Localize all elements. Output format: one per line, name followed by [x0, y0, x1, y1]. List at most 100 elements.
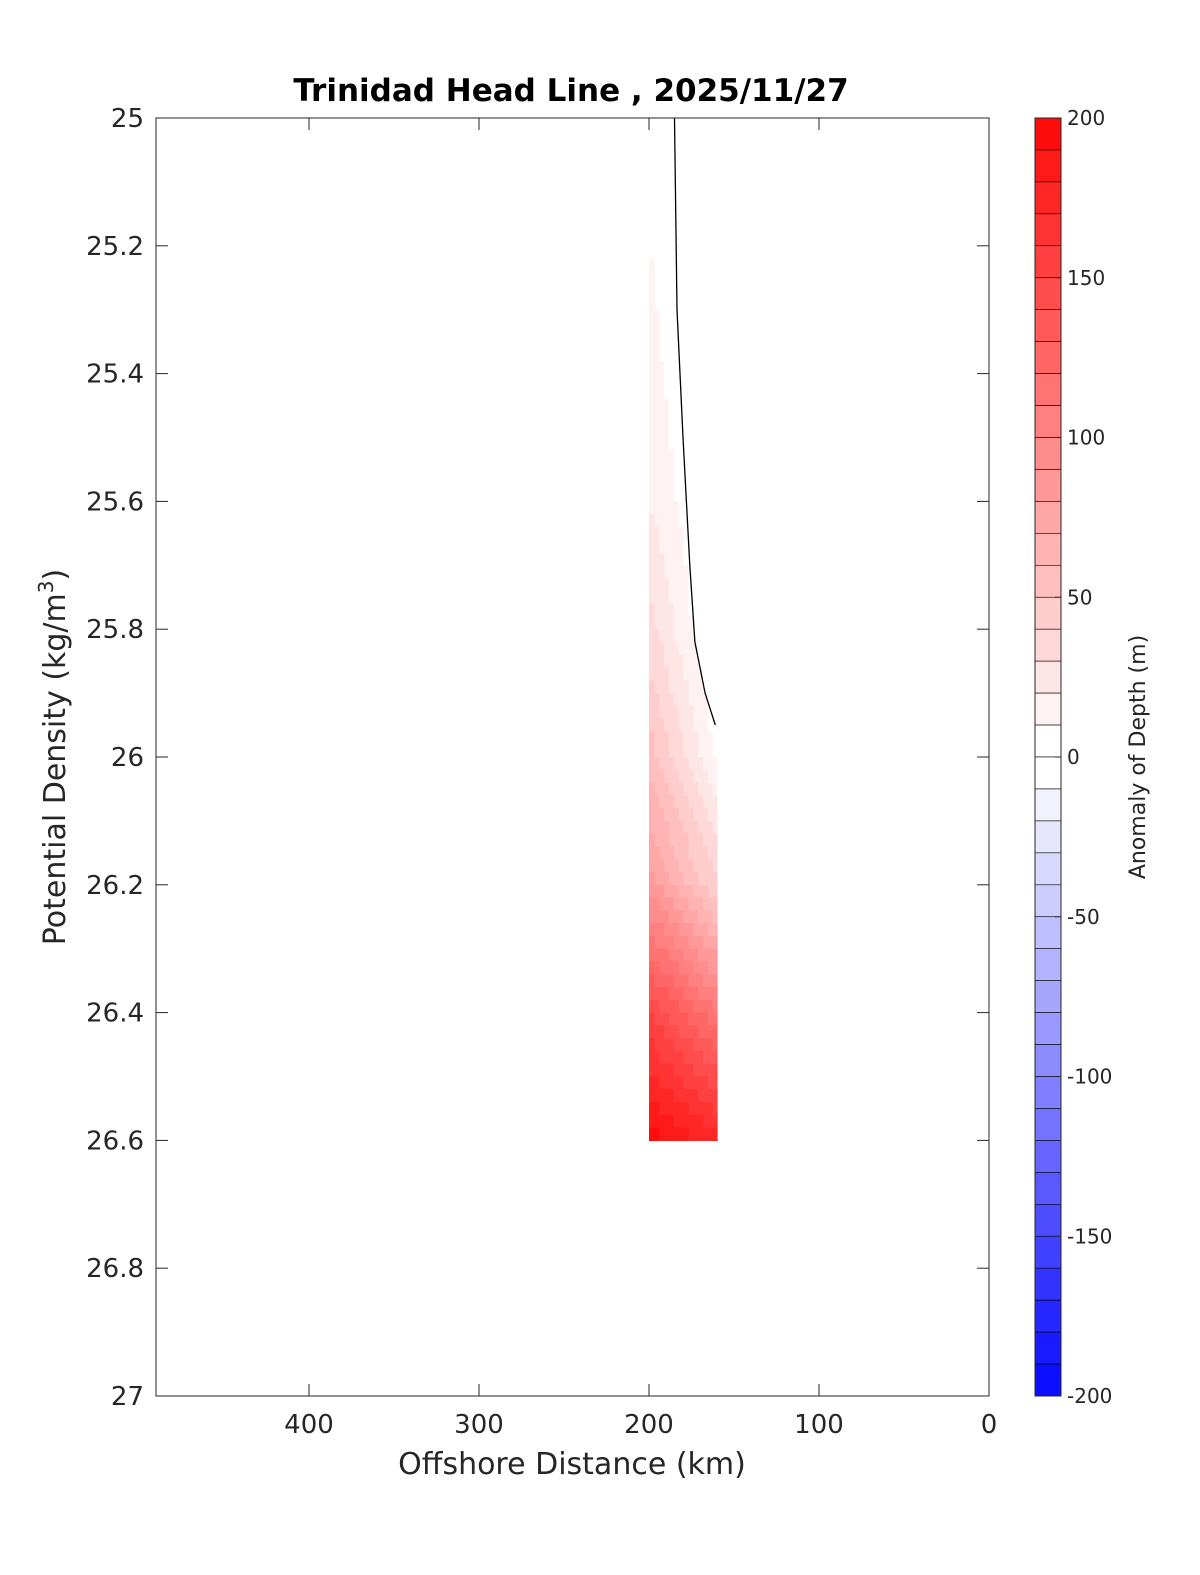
- heatmap-cell: [673, 296, 679, 311]
- heatmap-cell: [668, 897, 674, 911]
- heatmap-cell: [678, 987, 684, 1001]
- heatmap-cell: [702, 194, 708, 209]
- heatmap-cell: [692, 1038, 699, 1052]
- heatmap-cell: [649, 654, 655, 669]
- heatmap-cell: [712, 1114, 718, 1129]
- heatmap-cell: [673, 1063, 679, 1078]
- heatmap-cell: [678, 1102, 684, 1116]
- heatmap-cell: [707, 194, 713, 209]
- heatmap-cell: [692, 769, 699, 784]
- heatmap-cell: [707, 935, 713, 950]
- heatmap-cell: [649, 284, 655, 298]
- heatmap-cell: [707, 475, 713, 490]
- heatmap-cell: [687, 475, 694, 490]
- heatmap-cell: [668, 309, 674, 324]
- heatmap-cell: [697, 1012, 704, 1026]
- colorbar-swatch: [1034, 1076, 1062, 1109]
- heatmap-cell: [692, 450, 699, 464]
- heatmap-cell: [683, 782, 689, 796]
- heatmap-cell: [687, 1114, 694, 1129]
- heatmap-cell: [697, 514, 704, 528]
- heatmap-cell: [687, 437, 694, 451]
- heatmap-cell: [663, 705, 670, 720]
- heatmap-cell: [668, 220, 674, 234]
- heatmap-cell: [692, 539, 699, 554]
- heatmap-cell: [683, 296, 689, 311]
- heatmap-cell: [687, 884, 694, 899]
- heatmap-cell: [658, 437, 665, 451]
- heatmap-cell: [673, 156, 679, 170]
- heatmap-cell: [707, 693, 713, 707]
- heatmap-cell: [653, 130, 660, 145]
- heatmap-cell: [663, 1114, 670, 1129]
- heatmap-cell: [702, 744, 708, 758]
- heatmap-cell: [712, 782, 718, 796]
- heatmap-cell: [683, 1102, 689, 1116]
- heatmap-cell: [663, 335, 670, 349]
- heatmap-cell: [702, 156, 708, 170]
- heatmap-cell: [697, 616, 704, 630]
- heatmap-cell: [663, 629, 670, 643]
- heatmap-cell: [668, 1025, 674, 1039]
- heatmap-cell: [707, 143, 713, 157]
- heatmap-cell: [683, 667, 689, 681]
- heatmap-cell: [707, 744, 713, 758]
- heatmap-cell: [653, 923, 660, 937]
- heatmap-cell: [697, 156, 704, 170]
- heatmap-cell: [653, 1038, 660, 1052]
- heatmap-cell: [712, 667, 718, 681]
- heatmap-cell: [649, 463, 655, 477]
- heatmap-cell: [697, 130, 704, 145]
- heatmap-cell: [697, 1102, 704, 1116]
- heatmap-cell: [678, 897, 684, 911]
- heatmap-cell: [697, 820, 704, 835]
- heatmap-cell: [653, 156, 660, 170]
- heatmap-cell: [653, 1012, 660, 1026]
- heatmap-cell: [683, 654, 689, 669]
- heatmap-cell: [653, 961, 660, 975]
- heatmap-cell: [697, 603, 704, 618]
- heatmap-cell: [678, 514, 684, 528]
- heatmap-cell: [687, 629, 694, 643]
- heatmap-cell: [697, 360, 704, 375]
- heatmap-cell: [668, 974, 674, 988]
- heatmap-cell: [687, 1127, 694, 1141]
- heatmap-cell: [668, 1063, 674, 1078]
- heatmap-cell: [678, 859, 684, 873]
- heatmap-cell: [668, 744, 674, 758]
- heatmap-cell: [687, 233, 694, 247]
- heatmap-cell: [649, 399, 655, 413]
- heatmap-cell: [707, 322, 713, 336]
- heatmap-cell: [649, 258, 655, 272]
- heatmap-cell: [697, 948, 704, 963]
- heatmap-cell: [663, 872, 670, 886]
- heatmap-cell: [702, 245, 708, 260]
- colorbar-swatch: [1034, 1363, 1062, 1397]
- heatmap-cell: [687, 820, 694, 835]
- heatmap-cell: [692, 987, 699, 1001]
- heatmap-cell: [702, 603, 708, 618]
- heatmap-cell: [687, 386, 694, 400]
- colorbar-swatch: [1034, 1204, 1062, 1237]
- heatmap-cell: [683, 999, 689, 1014]
- heatmap-cell: [653, 296, 660, 311]
- heatmap-cell: [707, 859, 713, 873]
- heatmap-cell: [658, 654, 665, 669]
- heatmap-cell: [692, 1114, 699, 1129]
- heatmap-cell: [658, 309, 665, 324]
- heatmap-cell: [692, 667, 699, 681]
- heatmap-cell: [707, 437, 713, 451]
- heatmap-cell: [649, 1127, 655, 1141]
- heatmap-cell: [653, 552, 660, 566]
- heatmap-cell: [668, 565, 674, 579]
- heatmap-cell: [702, 386, 708, 400]
- heatmap-cell: [653, 348, 660, 362]
- heatmap-cell: [668, 1076, 674, 1090]
- chart-title: Trinidad Head Line , 2025/11/27: [293, 73, 848, 109]
- heatmap-cell: [658, 539, 665, 554]
- heatmap-cell: [712, 961, 718, 975]
- heatmap-cell: [678, 744, 684, 758]
- heatmap-cell: [692, 641, 699, 656]
- heatmap-cell: [668, 616, 674, 630]
- heatmap-cell: [678, 526, 684, 541]
